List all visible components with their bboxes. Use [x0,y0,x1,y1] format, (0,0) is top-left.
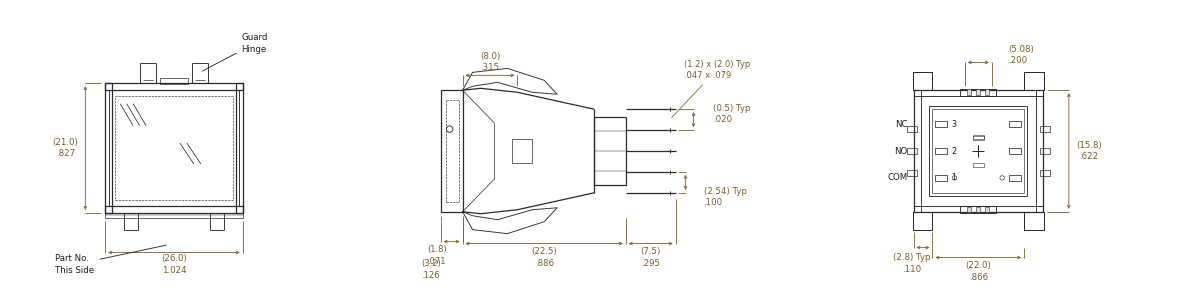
Text: NC: NC [895,120,907,129]
Bar [105,83,112,213]
Bar [976,207,980,212]
Bar [932,109,1024,193]
Bar [1024,212,1044,230]
Bar [973,163,983,167]
Text: (1.8)
.071: (1.8) .071 [427,245,447,266]
Text: (21.0)
.827: (21.0) .827 [53,138,79,158]
Text: (7.5)
.295: (7.5) .295 [641,248,661,267]
Text: COM: COM [888,174,907,182]
Bar [1009,148,1021,154]
Bar [105,83,243,90]
Bar [115,96,233,200]
Bar [160,78,188,84]
Bar [913,206,1043,212]
Bar [907,148,917,154]
Bar [913,90,920,212]
Bar [105,206,243,213]
Bar [913,90,1043,212]
Bar [1040,170,1050,176]
Bar [973,135,983,139]
Text: (3.2)
.126: (3.2) .126 [421,259,441,279]
Bar [961,206,997,213]
Text: Part No.
This Side: Part No. This Side [55,245,166,274]
Bar [907,126,917,132]
Bar [1040,126,1050,132]
Text: (22.5)
.886: (22.5) .886 [532,248,557,267]
Bar [985,207,989,212]
Bar [936,175,948,181]
Bar [913,72,932,90]
Bar [930,106,1027,196]
Text: Guard
Hinge: Guard Hinge [202,33,268,71]
Text: (8.0)
.315: (8.0) .315 [480,52,501,73]
Bar [913,90,1043,96]
Text: (5.08)
.200: (5.08) .200 [1009,45,1034,65]
Bar [594,117,626,185]
Bar [1036,90,1043,212]
Bar [973,136,983,140]
Bar [985,89,989,95]
Bar [109,90,239,206]
Text: (2.8) Typ
.110: (2.8) Typ .110 [893,253,931,274]
Bar [105,213,243,218]
Bar [1009,175,1021,181]
Bar [967,89,972,95]
Bar [235,83,243,213]
Text: (26.0)
1.024: (26.0) 1.024 [161,255,186,274]
Bar [913,212,932,230]
Bar [907,170,917,176]
Text: (15.8)
.622: (15.8) .622 [1076,141,1102,161]
Bar [1009,121,1021,127]
Bar [1024,72,1044,90]
Text: (2.54) Typ
.100: (2.54) Typ .100 [704,187,747,207]
Text: 2: 2 [951,147,956,155]
Bar [961,89,997,96]
Bar [513,139,532,163]
Bar [441,90,462,212]
Bar [1040,148,1050,154]
Text: NO: NO [894,147,907,155]
Text: 3: 3 [951,120,956,129]
Bar [976,89,980,95]
Bar [936,121,948,127]
Bar [967,207,972,212]
Text: (22.0)
.866: (22.0) .866 [966,261,991,282]
Text: 1: 1 [951,174,956,182]
Bar [936,148,948,154]
Text: (1.2) x (2.0) Typ
.047 x .079: (1.2) x (2.0) Typ .047 x .079 [672,60,749,118]
Text: (0.5) Typ
.020: (0.5) Typ .020 [713,104,750,124]
